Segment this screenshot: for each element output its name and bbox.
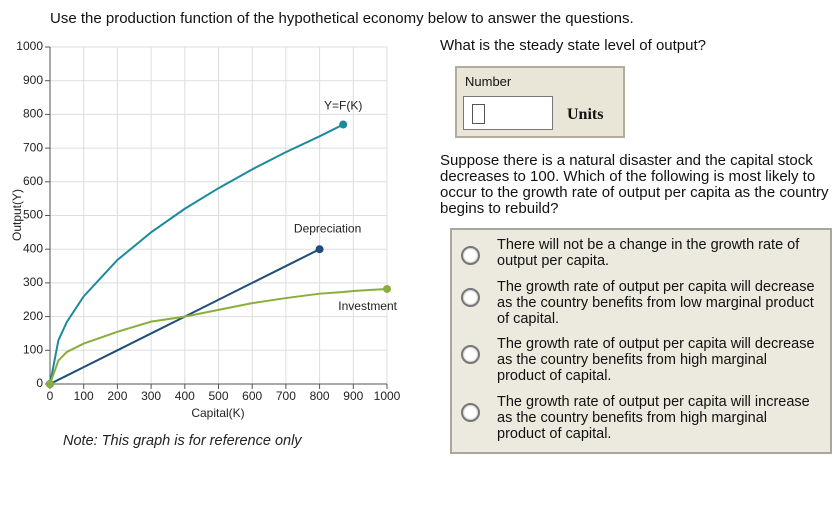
x-tick-label: 700 — [276, 389, 296, 403]
option-text: The growth rate of output per capita wil… — [497, 394, 810, 442]
end-point — [383, 284, 391, 293]
y-tick-label: 0 — [36, 376, 43, 390]
x-axis-label: Capital(K) — [191, 406, 244, 420]
note: Note: This graph is for reference only — [63, 433, 302, 449]
x-tick-label: 900 — [343, 389, 363, 403]
instruction: Use the production function of the hypot… — [50, 10, 634, 27]
question-2: Suppose there is a natural disaster and … — [440, 152, 829, 217]
x-tick-label: 200 — [107, 389, 127, 403]
y-tick-label: 200 — [23, 309, 43, 323]
radio[interactable] — [461, 345, 480, 364]
y-tick-label: 500 — [23, 208, 43, 222]
radio[interactable] — [461, 288, 480, 307]
answer-box: Number Units — [455, 66, 625, 138]
y-tick-label: 800 — [23, 107, 43, 121]
y-tick-label: 600 — [23, 174, 43, 188]
series-line — [49, 248, 321, 385]
end-point — [46, 380, 54, 388]
x-tick-label: 1000 — [374, 389, 401, 403]
series-line — [49, 123, 344, 385]
options-panel: There will not be a change in the growth… — [450, 228, 832, 454]
y-tick-label: 400 — [23, 241, 43, 255]
cursor — [472, 104, 485, 124]
x-tick-label: 400 — [175, 389, 195, 403]
x-tick-label: 600 — [242, 389, 262, 403]
x-tick-label: 100 — [74, 389, 94, 403]
series-line — [49, 287, 388, 385]
y-axis-label: Output(Y) — [10, 189, 24, 241]
x-tick-label: 0 — [47, 389, 54, 403]
y-tick-label: 300 — [23, 275, 43, 289]
number-input[interactable] — [463, 96, 553, 130]
option-text: There will not be a change in the growth… — [497, 237, 800, 269]
series-label: Depreciation — [294, 221, 361, 235]
y-tick-label: 100 — [23, 342, 43, 356]
x-tick-label: 500 — [208, 389, 228, 403]
chart: Capital(K) Output(Y) Note: This graph is… — [10, 39, 401, 449]
x-tick-label: 300 — [141, 389, 161, 403]
series-label: Investment — [338, 299, 397, 313]
x-tick-label: 800 — [310, 389, 330, 403]
question-1: What is the steady state level of output… — [440, 37, 706, 54]
end-point — [339, 120, 348, 129]
input-label: Number — [465, 74, 512, 89]
radio[interactable] — [461, 403, 480, 422]
radio[interactable] — [461, 246, 480, 265]
option-text: The growth rate of output per capita wil… — [497, 336, 815, 384]
unit: Units — [567, 106, 604, 123]
option-text: The growth rate of output per capita wil… — [497, 279, 815, 327]
y-tick-label: 1000 — [16, 39, 43, 53]
y-tick-label: 700 — [23, 140, 43, 154]
series-label: Y=F(K) — [324, 99, 362, 113]
end-point — [315, 245, 324, 254]
y-tick-label: 900 — [23, 73, 43, 87]
